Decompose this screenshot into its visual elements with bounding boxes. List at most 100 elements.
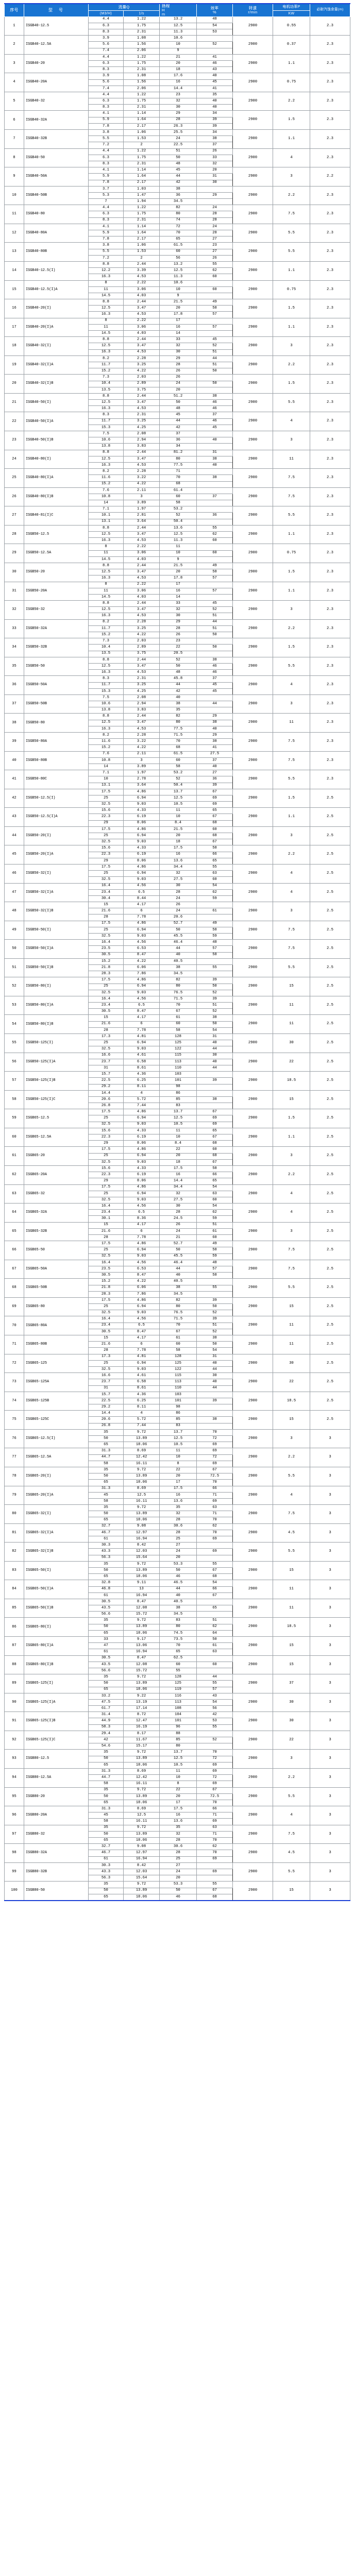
cell-speed: 2900	[232, 1146, 274, 1166]
cell-flow-ls: 1.03	[123, 185, 160, 193]
cell-serial-number: 45	[4, 845, 24, 865]
cell-flow-ls: 6.25	[123, 1077, 160, 1084]
cell-speed: 2900	[232, 487, 274, 507]
cell-efficiency: 59	[196, 1215, 233, 1223]
cell-motor-power: 7.5	[273, 487, 311, 507]
cell-efficiency: 44	[196, 701, 233, 708]
cell-head: 83	[159, 1617, 197, 1624]
cell-model: ISGB50-80(I)A	[24, 995, 89, 1015]
cell-flow-ls: 2.89	[123, 644, 160, 651]
cell-model: ISGB40-50(I)A	[24, 412, 89, 431]
cell-efficiency: 54	[196, 1580, 233, 1587]
cell-flow-ls: 4.53	[123, 274, 160, 281]
cell-model: ISGB50-125(I)A	[24, 1052, 89, 1072]
cell-motor-power: 3	[273, 1749, 311, 1769]
cell-flow-m3h: 25	[88, 1115, 124, 1122]
table-row: 65 ISGB65-32B 15 4.17 26 51 2900 3 2.5	[4, 1222, 351, 1242]
cell-flow-ls: 9.03	[123, 989, 160, 996]
cell-model: ISGB65-32(I)B	[24, 1542, 89, 1562]
cell-flow-ls: 1.75	[123, 154, 160, 161]
cell-model: ISGB50-32B	[24, 638, 89, 657]
cell-serial-number: 6	[4, 110, 24, 130]
cell-flow-ls: 2.11	[123, 487, 160, 494]
cell-flow-m3h: 15	[88, 1334, 124, 1342]
cell-model: ISGB65-32A	[24, 1203, 89, 1223]
cell-efficiency: 37	[196, 493, 233, 501]
cell-flow-ls: 4.17	[123, 902, 160, 909]
cell-efficiency: 62	[196, 531, 233, 538]
cell-flow-ls: 1.08	[123, 73, 160, 80]
cell-flow-m3h: 46.7	[88, 1529, 124, 1537]
cell-efficiency: 70	[196, 1517, 233, 1524]
cell-serial-number: 26	[4, 487, 24, 507]
cell-flow-m3h: 25	[88, 926, 124, 934]
table-row: 40 ISGB50-80B 7.6 2.11 61.5 27.5 2900 7.5 2.3	[4, 751, 351, 771]
cell-flow-ls: 16.11	[123, 1818, 160, 1825]
cell-efficiency	[196, 694, 233, 702]
table-row: 59 ISGB65-12.5 17.5 4.86 13.7 67 2900 1.5 2.5	[4, 1109, 351, 1128]
cell-speed: 2900	[232, 656, 274, 676]
header-speed-line2: r/min	[248, 9, 258, 14]
cell-head: 26	[159, 374, 197, 381]
cell-efficiency	[196, 506, 233, 513]
cell-efficiency: 70	[196, 1799, 233, 1807]
cell-flow-ls: 8.47	[123, 1598, 160, 1606]
cell-flow-ls: 3.25	[123, 625, 160, 633]
cell-speed: 2900	[232, 1203, 274, 1223]
cell-npsh: 2.5	[310, 1410, 351, 1430]
cell-head: 13.6	[159, 1818, 197, 1825]
cell-flow-ls: 4.86	[123, 920, 160, 927]
cell-model: ISGB65-20A	[24, 1165, 89, 1185]
cell-efficiency: 72.5	[196, 1473, 233, 1480]
cell-flow-m3h: 30.5	[88, 1598, 124, 1606]
table-row: 7.8 2.17 26.3 39	[5, 123, 350, 130]
cell-motor-power: 5.5	[273, 242, 311, 262]
cell-flow-ls: 6.94	[123, 832, 160, 840]
cell-efficiency: 46	[196, 418, 233, 425]
table-row: 65 18.06 74.5 64	[5, 1630, 350, 1637]
cell-serial-number: 84	[4, 1580, 24, 1599]
table-row: 56.3 15.64 20	[5, 1554, 350, 1562]
table-row: 53 ISGB50-80(I)A 16.4 4.56 71.5 39 2900 11 2.5	[4, 995, 351, 1015]
cell-head: 125	[159, 1680, 197, 1687]
cell-head: 56	[159, 255, 197, 262]
cell-head: 14.4	[159, 85, 197, 92]
cell-efficiency	[196, 1083, 233, 1091]
cell-head: 12.5	[159, 531, 197, 538]
cell-npsh: 3	[310, 1580, 351, 1599]
cell-motor-power: 11	[273, 1598, 311, 1618]
cell-motor-power: 1.1	[273, 317, 311, 337]
cell-flow-ls: 6.94	[123, 1360, 160, 1367]
cell-motor-power: 1.5	[273, 788, 311, 808]
cell-serial-number: 72	[4, 1353, 24, 1374]
cell-flow-m3h: 50	[88, 1623, 124, 1631]
cell-npsh: 3	[310, 1711, 351, 1731]
cell-flow-m3h: 58	[88, 1498, 124, 1505]
cell-flow-m3h: 45	[88, 1812, 124, 1819]
cell-efficiency: 49	[196, 299, 233, 306]
table-row: 11.6 3.22 70 38	[5, 474, 350, 482]
table-row: 65 18.06 17 70	[5, 1799, 350, 1807]
cell-serial-number: 34	[4, 638, 24, 657]
cell-head: 122	[159, 1366, 197, 1374]
cell-flow-m3h: 7.4	[88, 85, 124, 92]
cell-model: ISGB50-80C	[24, 770, 89, 789]
cell-speed: 2900	[232, 148, 274, 168]
table-row: 29 8.06 13.6 65	[5, 857, 350, 865]
cell-flow-m3h: 16.3	[88, 274, 124, 281]
cell-efficiency: 51	[196, 349, 233, 356]
cell-flow-ls: 8.72	[123, 1711, 160, 1719]
cell-flow-ls: 16.94	[123, 1535, 160, 1543]
cell-head: 32	[159, 1831, 197, 1838]
cell-flow-ls: 9.03	[123, 801, 160, 808]
table-row: 32.5 9.03 122 44	[5, 1046, 350, 1053]
cell-flow-ls: 4.53	[123, 669, 160, 676]
cell-flow-ls: 4.22	[123, 481, 160, 488]
cell-flow-m3h: 4.1	[88, 110, 124, 117]
table-row: 23.7 6.58 113 40	[5, 1379, 350, 1386]
cell-head: 17.6	[159, 73, 197, 80]
cell-head: 72	[159, 223, 197, 231]
cell-flow-m3h: 17.5	[88, 826, 124, 834]
cell-serial-number: 33	[4, 619, 24, 639]
table-row: 33 ISGB50-32A 8.2 2.28 29 44 2900 2.2 2.3	[4, 619, 351, 639]
